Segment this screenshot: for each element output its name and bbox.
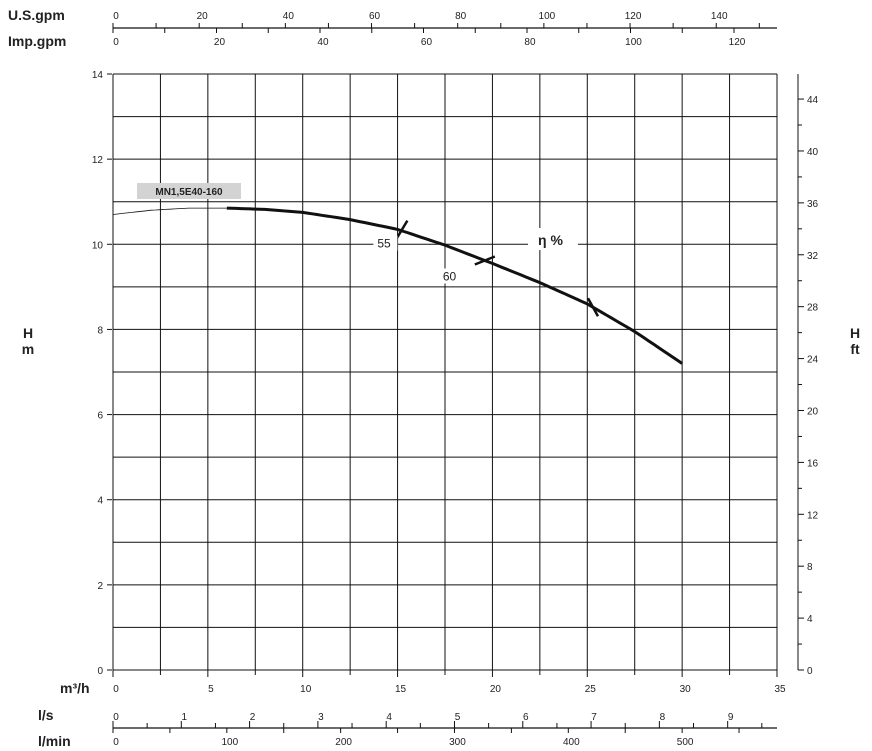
usgpm-tick-label: 20 <box>197 11 209 22</box>
x-tick-label: 30 <box>680 684 692 695</box>
usgpm-label: U.S.gpm <box>8 7 65 23</box>
usgpm-tick-label: 60 <box>369 11 381 22</box>
x-tick-label: 35 <box>774 684 786 695</box>
y-tick-label: 6 <box>97 411 103 422</box>
y-right-label: H <box>850 325 860 341</box>
y-tick-label: 0 <box>97 666 103 677</box>
efficiency-label: 55 <box>377 237 391 251</box>
y-right-tick-label: 32 <box>807 251 819 262</box>
x-tick-label: 10 <box>300 684 312 695</box>
ls-label: l/s <box>38 707 54 723</box>
usgpm-tick-label: 0 <box>113 11 119 22</box>
lmin-tick-label: 300 <box>449 737 466 748</box>
y-right-tick-label: 16 <box>807 458 819 469</box>
impgpm-tick-label: 100 <box>625 37 642 48</box>
impgpm-tick-label: 80 <box>524 37 536 48</box>
y-right-tick-label: 0 <box>807 666 813 677</box>
y-right-tick-label: 12 <box>807 510 819 521</box>
efficiency-label-bg <box>438 268 463 284</box>
y-right-tick-label: 44 <box>807 95 819 106</box>
x-axis-label: m³/h <box>60 680 90 696</box>
model-label-bg <box>137 183 241 199</box>
impgpm-tick-label: 20 <box>214 37 226 48</box>
x-tick-label: 0 <box>113 684 119 695</box>
y-tick-label: 2 <box>97 581 103 592</box>
usgpm-tick-label: 40 <box>283 11 295 22</box>
y-right-tick-label: 8 <box>807 562 813 573</box>
y-right-tick-label: 36 <box>807 199 819 210</box>
y-tick-label: 4 <box>97 496 103 507</box>
y-right-tick-label: 20 <box>807 406 819 417</box>
ls-tick-label: 9 <box>728 712 734 723</box>
eta-label-bg <box>528 228 578 250</box>
lmin-label: l/min <box>38 733 71 749</box>
efficiency-label-bg <box>373 235 398 251</box>
usgpm-tick-label: 80 <box>455 11 467 22</box>
ls-tick-label: 1 <box>182 712 188 723</box>
eta-label: η % <box>538 232 563 248</box>
y-tick-label: 14 <box>92 70 104 81</box>
ls-tick-label: 3 <box>318 712 324 723</box>
usgpm-tick-label: 140 <box>711 11 728 22</box>
x-tick-label: 15 <box>395 684 407 695</box>
y-right-tick-label: 40 <box>807 147 819 158</box>
impgpm-tick-label: 60 <box>421 37 433 48</box>
lmin-tick-label: 500 <box>677 737 694 748</box>
ls-tick-label: 0 <box>113 712 119 723</box>
curve-main-segment <box>226 206 683 365</box>
ls-tick-label: 2 <box>250 712 256 723</box>
y-tick-label: 10 <box>92 240 104 251</box>
ls-tick-label: 8 <box>660 712 666 723</box>
impgpm-tick-label: 0 <box>113 37 119 48</box>
x-tick-label: 5 <box>208 684 214 695</box>
ls-tick-label: 6 <box>523 712 529 723</box>
y-tick-label: 8 <box>97 325 103 336</box>
y-right-tick-label: 24 <box>807 355 819 366</box>
y-left-unit: m <box>22 341 34 357</box>
lmin-tick-label: 200 <box>335 737 352 748</box>
x-tick-label: 20 <box>490 684 502 695</box>
efficiency-mark <box>586 297 600 317</box>
y-right-tick-label: 4 <box>807 614 813 625</box>
x-tick-label: 25 <box>585 684 597 695</box>
y-right-unit: ft <box>850 341 860 357</box>
model-label: MN1,5E40-160 <box>155 187 223 198</box>
y-left-label: H <box>23 325 33 341</box>
efficiency-label: 60 <box>443 270 457 284</box>
impgpm-label: Imp.gpm <box>8 33 66 49</box>
usgpm-tick-label: 120 <box>625 11 642 22</box>
lmin-tick-label: 0 <box>113 737 119 748</box>
impgpm-tick-label: 40 <box>317 37 329 48</box>
curve-thin-segment <box>112 207 227 215</box>
ls-tick-label: 5 <box>455 712 461 723</box>
impgpm-tick-label: 120 <box>729 37 746 48</box>
y-right-tick-label: 28 <box>807 303 819 314</box>
lmin-tick-label: 100 <box>221 737 238 748</box>
usgpm-tick-label: 100 <box>539 11 556 22</box>
ls-tick-label: 4 <box>386 712 392 723</box>
y-tick-label: 12 <box>92 155 104 166</box>
ls-tick-label: 7 <box>591 712 597 723</box>
lmin-tick-label: 400 <box>563 737 580 748</box>
efficiency-mark <box>474 255 496 266</box>
